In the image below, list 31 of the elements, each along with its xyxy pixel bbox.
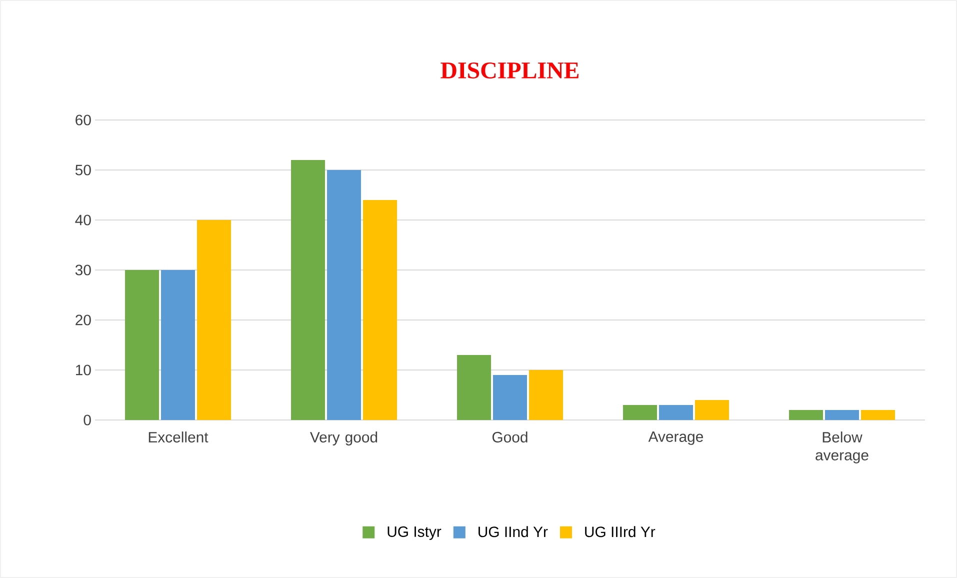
legend-label: UG IIIrd Yr [585, 526, 656, 538]
y-tick-label: 30 [75, 264, 91, 276]
bar [694, 400, 729, 420]
y-tick-label: 40 [75, 214, 91, 226]
y-tick-label: 60 [76, 114, 91, 126]
x-tick-label: Very good [310, 432, 378, 446]
chart-title: DISCIPLINE [440, 62, 579, 79]
legend-label: UG IInd Yr [478, 526, 548, 538]
bar [457, 355, 492, 420]
y-tick-label: 20 [76, 314, 91, 326]
x-tick-label: Below average [816, 432, 868, 464]
bar [327, 170, 362, 420]
bar [291, 160, 326, 420]
bar [659, 405, 694, 420]
bar [362, 200, 397, 420]
bar [789, 410, 824, 420]
y-tick-label: 50 [75, 164, 91, 176]
bar [861, 410, 895, 420]
y-tick-label: 0 [84, 414, 91, 426]
bar [623, 405, 658, 420]
y-tick-label: 10 [76, 364, 91, 376]
x-tick-label: Good [492, 432, 528, 442]
bar [493, 375, 528, 420]
x-tick-label: Average [648, 432, 704, 445]
bar [825, 410, 860, 420]
bar [528, 370, 563, 420]
legend-label: UG Istyr [388, 526, 442, 540]
bar [196, 220, 231, 420]
bar [125, 270, 160, 420]
bar [161, 270, 195, 420]
x-tick-label: Excellent [148, 432, 208, 442]
